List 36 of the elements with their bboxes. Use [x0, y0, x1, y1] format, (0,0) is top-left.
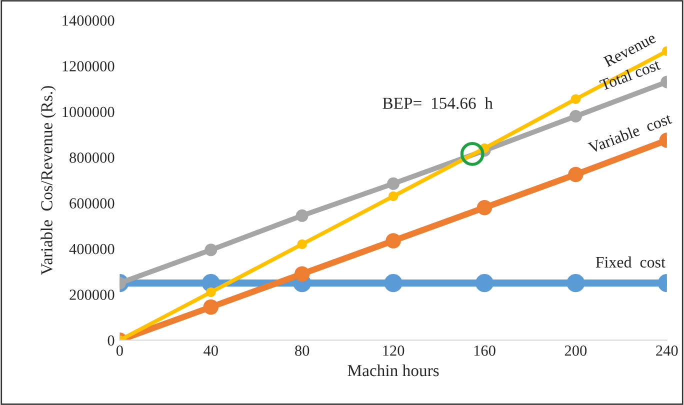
y-tick-label: 1200000 — [62, 61, 114, 72]
y-tick-label: 0 — [108, 335, 114, 346]
annotation: BEP= 154.66 h — [382, 97, 493, 109]
point — [387, 177, 400, 190]
point — [203, 299, 219, 315]
point — [384, 274, 402, 292]
point — [296, 209, 308, 222]
point — [388, 191, 398, 202]
point — [476, 200, 492, 216]
x-tick-label: 240 — [656, 346, 678, 356]
y-tick-label: 800000 — [70, 152, 114, 163]
point — [294, 266, 310, 282]
point — [568, 166, 584, 182]
point — [386, 233, 401, 248]
point — [206, 287, 216, 298]
text: Variable cost — [587, 112, 672, 154]
point — [569, 110, 582, 122]
x-tick-label: 40 — [204, 346, 218, 356]
y-axis-title: Variable Cos/Revenue (Rs.) — [40, 86, 56, 275]
point — [570, 94, 581, 104]
point — [566, 274, 585, 292]
x-tick-label: 160 — [474, 346, 496, 356]
y-tick-label: 400000 — [69, 244, 114, 254]
y-tick-label: 1400000 — [62, 15, 114, 26]
y-tick-label: 1000000 — [62, 106, 114, 118]
x-tick-label: 120 — [383, 346, 404, 356]
x-tick-label: 80 — [295, 346, 310, 356]
point — [297, 239, 307, 250]
point — [204, 244, 218, 256]
point — [475, 274, 494, 292]
y-tick-label: 600000 — [70, 198, 114, 209]
x-tick-label: 0 — [116, 346, 123, 356]
y-tick-label: 200000 — [70, 290, 114, 300]
series-label: Fixed cost — [596, 256, 666, 268]
x-axis-title: Machin hours — [348, 364, 439, 376]
x-tick-label: 200 — [564, 346, 587, 356]
